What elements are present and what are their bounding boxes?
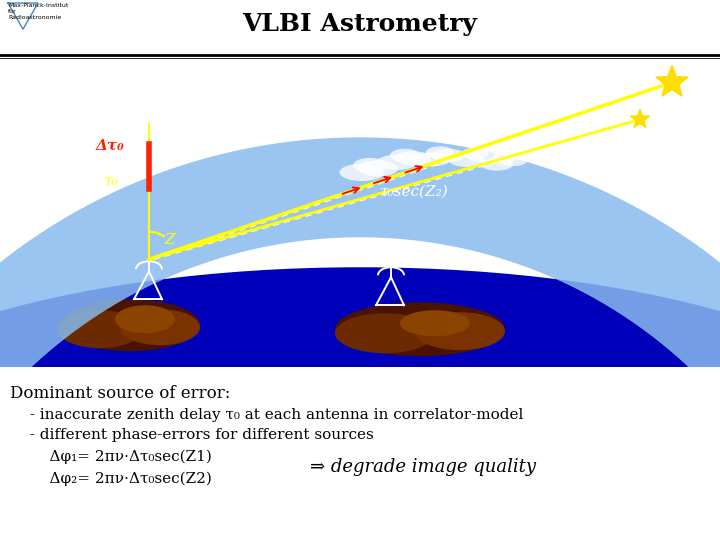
Ellipse shape	[58, 310, 143, 348]
Ellipse shape	[340, 164, 384, 181]
Text: Δτ₀: Δτ₀	[96, 138, 125, 152]
Ellipse shape	[335, 302, 505, 356]
Text: τ₀: τ₀	[104, 173, 119, 187]
Text: τ₀sec(Z₁): τ₀sec(Z₁)	[270, 116, 338, 130]
Text: - inaccurate zenith delay τ₀ at each antenna in correlator-model: - inaccurate zenith delay τ₀ at each ant…	[20, 408, 523, 422]
Polygon shape	[631, 110, 649, 127]
Ellipse shape	[462, 147, 488, 159]
Ellipse shape	[431, 149, 465, 162]
Polygon shape	[656, 65, 688, 96]
Ellipse shape	[413, 152, 451, 166]
Ellipse shape	[120, 309, 200, 345]
Ellipse shape	[400, 310, 470, 336]
Text: Z: Z	[164, 233, 175, 247]
Text: Δφ₁= 2πν·Δτ₀sec(Z1): Δφ₁= 2πν·Δτ₀sec(Z1)	[30, 450, 212, 464]
Text: Max-Planck-Institut
für
Radioastronomie: Max-Planck-Institut für Radioastronomie	[8, 3, 68, 19]
Ellipse shape	[493, 152, 517, 163]
Ellipse shape	[426, 146, 454, 158]
Polygon shape	[0, 137, 720, 540]
Ellipse shape	[115, 305, 175, 333]
Ellipse shape	[353, 158, 387, 173]
Text: - different phase-errors for different sources: - different phase-errors for different s…	[20, 428, 374, 442]
Ellipse shape	[395, 151, 431, 165]
Ellipse shape	[358, 160, 398, 177]
Text: Δφ₂= 2πν·Δτ₀sec(Z2): Δφ₂= 2πν·Δτ₀sec(Z2)	[30, 472, 212, 487]
Text: VLBI Astrometry: VLBI Astrometry	[243, 12, 477, 36]
Ellipse shape	[335, 313, 435, 353]
Text: ⇒ degrade image quality: ⇒ degrade image quality	[310, 458, 536, 476]
Ellipse shape	[390, 148, 420, 162]
Ellipse shape	[467, 150, 499, 163]
Ellipse shape	[377, 154, 417, 170]
Ellipse shape	[0, 267, 720, 540]
Ellipse shape	[449, 154, 485, 167]
Text: Dominant source of error:: Dominant source of error:	[10, 385, 230, 402]
Ellipse shape	[60, 299, 200, 351]
Ellipse shape	[481, 158, 513, 171]
Text: τ₀sec(Z₂): τ₀sec(Z₂)	[380, 184, 449, 198]
Ellipse shape	[498, 154, 528, 166]
Ellipse shape	[415, 312, 505, 350]
